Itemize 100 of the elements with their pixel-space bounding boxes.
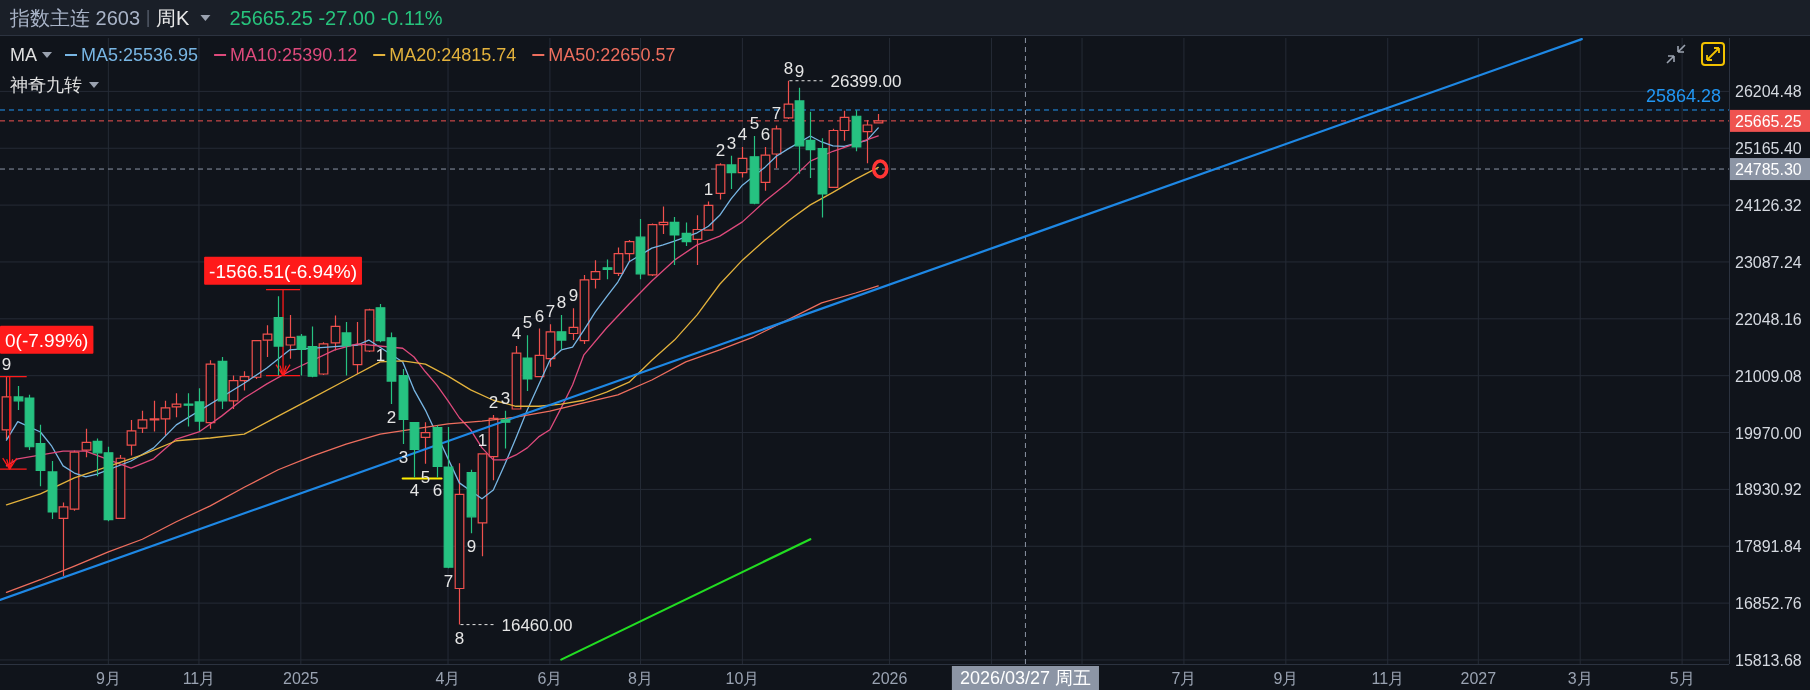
annotation: 2 (386, 407, 397, 427)
x-tick-label: 11月 (1371, 669, 1405, 687)
annotation: 1 (375, 345, 386, 365)
candlestick (534, 327, 545, 378)
annotation: 9 (466, 536, 477, 556)
annotation: 神奇九转 (10, 75, 82, 95)
annotation: -1566.51(-6.94%) (209, 260, 357, 282)
candlestick (669, 216, 680, 266)
candlestick (681, 221, 692, 247)
legend-label: MA20:24815.74 (389, 45, 517, 65)
x-tick-label: 2026 (871, 669, 908, 687)
annotation: 8 (783, 58, 794, 78)
annotation: 9 (568, 285, 579, 305)
candlestick (647, 222, 658, 277)
annotation: 9 (794, 61, 805, 81)
candlestick (545, 323, 556, 368)
y-tick-label: 19970.00 (1735, 424, 1802, 442)
ref-line-label: 25864.28 (1645, 86, 1721, 106)
candlestick (715, 162, 726, 201)
annotation: 8 (556, 292, 567, 312)
annotation: 8 (454, 628, 465, 648)
candlestick (851, 109, 862, 152)
annotation: 5 (749, 113, 760, 133)
candlestick (262, 324, 273, 358)
annotation: 9 (1, 354, 12, 374)
annotation: 1 (477, 430, 488, 450)
candlestick (477, 452, 488, 557)
candlestick (81, 428, 92, 458)
candlestick (341, 321, 352, 377)
candlestick (137, 410, 148, 434)
candlestick (386, 331, 397, 405)
candlestick (500, 410, 511, 449)
annotation: 3 (726, 133, 737, 153)
legend-label: MA5:25536.95 (81, 45, 199, 65)
candlestick (522, 334, 533, 392)
candlestick (183, 392, 194, 428)
candlestick (239, 370, 250, 391)
candlestick (409, 421, 420, 478)
y-tick-label: 23087.24 (1735, 253, 1802, 271)
candlestick (92, 437, 103, 477)
annotation: 0(-7.99%) (5, 329, 89, 351)
candlestick (805, 111, 816, 179)
annotation: 6 (760, 124, 771, 144)
x-tick-label: 3月 (1567, 669, 1593, 687)
y-tick-label: 15813.68 (1735, 651, 1802, 669)
candlestick (624, 239, 635, 263)
x-tick-label: 2025 (283, 669, 319, 687)
candlestick (556, 314, 567, 350)
candlestick (760, 146, 771, 192)
candlestick (171, 392, 182, 418)
x-tick-label: 2027 (1460, 669, 1497, 687)
candlestick (737, 146, 748, 179)
candlestick (398, 368, 409, 445)
annotation: 1 (703, 179, 714, 199)
candlestick (817, 137, 828, 219)
candlestick (307, 325, 318, 378)
candlestick (273, 295, 284, 377)
annotation: 6 (534, 306, 545, 326)
annotation: 26399.00 (830, 71, 902, 91)
candlestick (511, 345, 522, 410)
candlestick (635, 218, 646, 280)
candlestick (103, 446, 114, 522)
candlestick (47, 460, 58, 520)
y-tick-label: 21009.08 (1735, 367, 1802, 385)
y-tick-label: 16852.76 (1735, 594, 1802, 612)
text: 25665.25 -27.00 -0.11% (229, 7, 443, 29)
candlestick (658, 205, 669, 235)
legend-label: MA10:25390.12 (230, 45, 358, 65)
candlestick (602, 259, 613, 280)
x-tick-label: 6月 (537, 669, 563, 687)
annotation: 4 (409, 480, 420, 500)
candlestick (375, 303, 386, 343)
candlestick (352, 321, 363, 375)
ref-line-label: 2026/03/27 周五 (959, 668, 1091, 688)
chart-title: 指数主连 2603 (9, 7, 141, 29)
candlestick (24, 394, 35, 451)
y-tick-label: 17891.84 (1735, 537, 1802, 555)
candlestick (194, 387, 205, 432)
candlestick (58, 501, 69, 577)
ref-line-label: 24785.30 (1735, 160, 1802, 178)
candlestick (13, 385, 24, 411)
candlestick (443, 426, 454, 569)
y-tick-label: 18930.92 (1735, 480, 1802, 498)
candlestick (160, 400, 171, 437)
annotation: 5 (522, 312, 533, 332)
x-tick-label: 5月 (1669, 669, 1695, 687)
legend-label: MA50:22650.57 (548, 45, 676, 65)
candlestick (420, 421, 431, 465)
annotation: 4 (511, 323, 522, 343)
x-tick-label: 11月 (182, 669, 216, 687)
ref-line-label: 25665.25 (1735, 112, 1802, 130)
annotation: 6 (432, 480, 443, 500)
candlestick (613, 246, 624, 277)
x-tick-label: 7月 (1171, 669, 1197, 687)
candlestick (568, 307, 579, 341)
y-tick-label: 22048.16 (1735, 310, 1802, 328)
candlestick (432, 424, 443, 478)
annotation: 7 (545, 301, 556, 321)
candlestick (726, 155, 737, 190)
y-tick-label: 25165.40 (1735, 139, 1802, 157)
